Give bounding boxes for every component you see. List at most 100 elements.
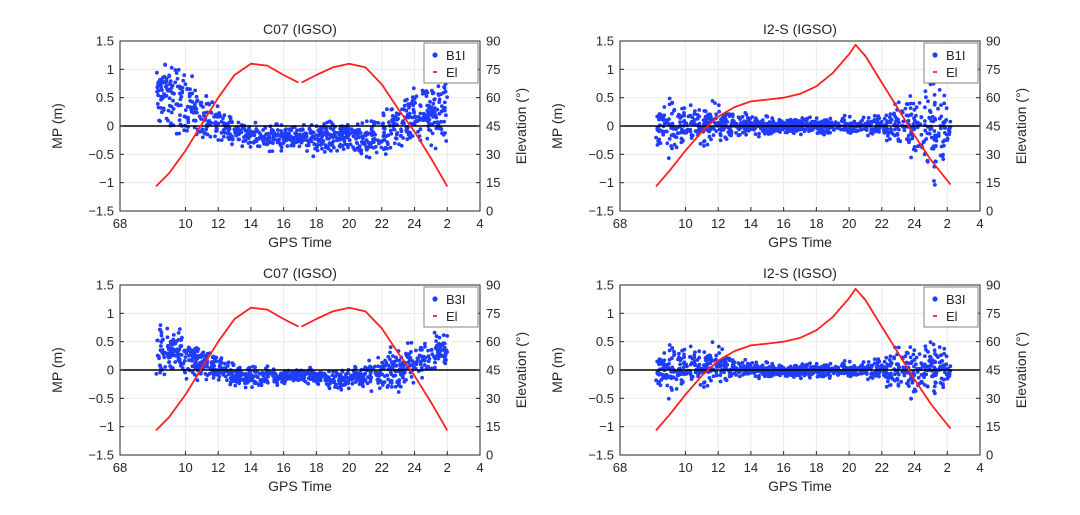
mp-point xyxy=(742,119,746,123)
mp-point xyxy=(213,357,217,362)
mp-point xyxy=(304,143,309,148)
mp-point xyxy=(265,138,270,143)
mp-point xyxy=(261,128,265,132)
mp-point xyxy=(441,333,446,337)
mp-point xyxy=(193,118,198,123)
mp-point xyxy=(933,117,938,122)
y2-tick-label: 15 xyxy=(986,175,1000,190)
mp-point xyxy=(215,104,220,109)
mp-point xyxy=(338,373,343,378)
mp-point xyxy=(409,101,413,106)
mp-point xyxy=(309,375,314,380)
mp-point xyxy=(674,377,679,382)
mp-point xyxy=(382,374,387,378)
mp-point xyxy=(156,88,161,93)
mp-point xyxy=(711,133,716,138)
mp-point xyxy=(656,381,661,386)
mp-point xyxy=(223,361,227,366)
mp-point xyxy=(444,139,449,143)
mp-point xyxy=(309,131,314,136)
y2-tick-label: 90 xyxy=(486,34,500,49)
x-tick-label: 16 xyxy=(276,460,290,475)
mp-point xyxy=(217,111,222,115)
mp-point xyxy=(299,376,304,381)
mp-point xyxy=(173,68,178,72)
mp-point xyxy=(866,363,870,368)
mp-point xyxy=(330,143,335,148)
mp-point xyxy=(382,380,387,385)
mp-point xyxy=(702,109,707,113)
mp-point xyxy=(657,362,661,367)
mp-point xyxy=(662,121,667,126)
mp-point xyxy=(307,127,312,131)
mp-point xyxy=(426,364,430,369)
x-axis-label: GPS Time xyxy=(268,478,332,494)
mp-point xyxy=(912,348,917,353)
mp-point xyxy=(193,88,198,93)
mp-point xyxy=(393,373,398,378)
mp-point xyxy=(444,113,448,118)
mp-point xyxy=(237,137,242,142)
mp-point xyxy=(338,126,342,131)
mp-point xyxy=(432,330,437,335)
mp-point xyxy=(218,363,223,368)
mp-point xyxy=(279,145,284,150)
mp-point xyxy=(893,372,897,377)
mp-point xyxy=(373,137,377,142)
mp-point xyxy=(928,354,932,359)
mp-point xyxy=(185,104,190,109)
mp-point xyxy=(932,129,937,133)
mp-point xyxy=(665,141,670,146)
mp-point xyxy=(204,377,209,382)
mp-point xyxy=(702,380,707,385)
mp-point xyxy=(822,364,826,369)
mp-point xyxy=(693,362,697,366)
mp-point xyxy=(360,121,365,125)
mp-point xyxy=(182,359,187,363)
mp-point xyxy=(875,120,880,125)
mp-point xyxy=(223,374,228,379)
mp-point xyxy=(339,387,344,392)
mp-point xyxy=(426,354,431,358)
mp-point xyxy=(821,372,826,377)
mp-point xyxy=(799,132,803,137)
y-tick-label: 0.5 xyxy=(596,90,614,105)
mp-point xyxy=(270,149,275,154)
mp-point xyxy=(903,106,908,111)
y-tick-label: 0 xyxy=(107,119,114,134)
mp-point xyxy=(168,79,173,83)
mp-point xyxy=(324,382,329,386)
y2-tick-label: 60 xyxy=(486,90,500,105)
mp-point xyxy=(394,132,399,137)
mp-point xyxy=(195,378,200,383)
mp-point xyxy=(189,108,194,112)
mp-point xyxy=(882,116,887,121)
mp-point xyxy=(717,109,722,114)
mp-point xyxy=(888,137,892,141)
mp-point xyxy=(859,127,864,132)
mp-point xyxy=(279,129,283,133)
mp-point xyxy=(662,105,667,109)
mp-point xyxy=(189,92,194,96)
mp-point xyxy=(394,111,399,116)
x-tick-label: 68 xyxy=(113,460,127,475)
mp-point xyxy=(750,115,755,119)
x-tick-label: 2 xyxy=(944,460,951,475)
mp-point xyxy=(313,137,317,141)
mp-point xyxy=(181,361,186,366)
mp-point xyxy=(681,365,686,370)
mp-point xyxy=(922,383,927,387)
mp-point xyxy=(243,381,247,386)
mp-point xyxy=(363,371,368,376)
legend-label-el: El xyxy=(946,65,958,80)
mp-point xyxy=(239,377,244,382)
mp-point xyxy=(720,363,725,367)
mp-point xyxy=(427,104,431,108)
mp-point xyxy=(304,134,309,139)
y2-tick-label: 75 xyxy=(986,306,1000,321)
y-axis-label: MP (m) xyxy=(49,347,65,393)
y-tick-label: 0 xyxy=(607,363,614,378)
mp-point xyxy=(682,129,687,134)
mp-point xyxy=(245,373,249,378)
scatter-series xyxy=(154,323,450,394)
